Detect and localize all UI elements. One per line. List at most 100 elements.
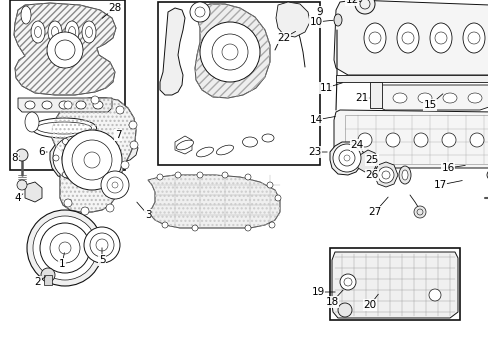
Circle shape [81, 207, 89, 215]
Text: 7: 7 [115, 130, 121, 140]
Circle shape [84, 227, 120, 263]
Ellipse shape [59, 101, 69, 109]
Circle shape [62, 171, 68, 177]
Text: 25: 25 [365, 155, 378, 165]
Circle shape [64, 101, 72, 109]
Polygon shape [333, 0, 488, 75]
Bar [345, 115, 488, 164]
Text: 19: 19 [311, 287, 324, 297]
Circle shape [190, 2, 209, 22]
Circle shape [64, 199, 72, 207]
Text: 16: 16 [441, 163, 454, 173]
Circle shape [357, 133, 371, 147]
Text: 24: 24 [350, 140, 363, 150]
Circle shape [469, 133, 483, 147]
Polygon shape [333, 110, 488, 168]
Circle shape [53, 155, 59, 161]
Text: 10: 10 [309, 17, 322, 27]
Circle shape [222, 172, 227, 178]
Circle shape [244, 174, 250, 180]
Text: 23: 23 [308, 147, 321, 157]
Circle shape [266, 182, 272, 188]
Circle shape [428, 289, 440, 301]
Text: 18: 18 [325, 297, 338, 307]
Polygon shape [373, 162, 397, 187]
Circle shape [41, 268, 55, 282]
Polygon shape [356, 150, 377, 172]
Circle shape [413, 133, 427, 147]
Polygon shape [275, 2, 309, 37]
Ellipse shape [398, 166, 410, 184]
Ellipse shape [216, 145, 233, 155]
Circle shape [62, 139, 68, 145]
Circle shape [197, 172, 203, 178]
Ellipse shape [262, 134, 273, 142]
Polygon shape [148, 175, 280, 228]
Polygon shape [195, 4, 269, 98]
Text: 17: 17 [432, 180, 446, 190]
Text: 3: 3 [144, 210, 151, 220]
Ellipse shape [25, 101, 35, 109]
Text: 12: 12 [345, 0, 358, 5]
Ellipse shape [48, 21, 62, 43]
Circle shape [106, 204, 114, 212]
Circle shape [486, 170, 488, 180]
Bar [329, 248, 459, 320]
Ellipse shape [25, 112, 39, 132]
Text: 28: 28 [108, 3, 122, 13]
Text: 27: 27 [367, 207, 381, 217]
Polygon shape [160, 8, 184, 95]
Text: 20: 20 [363, 300, 376, 310]
Circle shape [91, 155, 97, 161]
Text: 9: 9 [316, 7, 323, 17]
Polygon shape [50, 136, 100, 180]
Polygon shape [329, 142, 363, 175]
Text: 21: 21 [355, 93, 368, 103]
Circle shape [129, 121, 137, 129]
Circle shape [157, 174, 163, 180]
Ellipse shape [196, 147, 213, 157]
Circle shape [47, 32, 83, 68]
Polygon shape [14, 3, 116, 95]
Ellipse shape [363, 23, 385, 53]
Circle shape [27, 210, 103, 286]
Bar [44, 275, 52, 285]
Text: 8: 8 [12, 153, 18, 163]
Ellipse shape [93, 101, 103, 109]
Circle shape [175, 172, 181, 178]
Polygon shape [25, 182, 42, 202]
Ellipse shape [31, 118, 96, 138]
Ellipse shape [392, 93, 406, 103]
Polygon shape [18, 98, 112, 112]
Circle shape [274, 195, 281, 201]
Circle shape [91, 96, 99, 104]
Ellipse shape [31, 21, 45, 43]
Ellipse shape [82, 21, 96, 43]
Circle shape [101, 171, 129, 199]
Text: 26: 26 [365, 170, 378, 180]
Circle shape [121, 161, 129, 169]
Circle shape [413, 206, 425, 218]
Text: 1: 1 [59, 259, 65, 269]
Circle shape [441, 133, 455, 147]
Ellipse shape [442, 93, 456, 103]
Ellipse shape [401, 170, 407, 180]
Bar [158, 2, 319, 165]
Circle shape [162, 222, 168, 228]
Circle shape [377, 167, 393, 183]
Polygon shape [112, 138, 138, 162]
Circle shape [268, 222, 274, 228]
Ellipse shape [462, 23, 484, 53]
Circle shape [339, 274, 355, 290]
Ellipse shape [21, 6, 31, 24]
Circle shape [81, 171, 87, 177]
Text: 4: 4 [15, 193, 21, 203]
Polygon shape [175, 136, 192, 154]
Circle shape [81, 139, 87, 145]
Text: 5: 5 [99, 255, 105, 265]
Ellipse shape [429, 23, 451, 53]
Polygon shape [369, 82, 381, 108]
Text: 2: 2 [35, 277, 41, 287]
Circle shape [332, 144, 360, 172]
Bar [10, 0, 125, 170]
